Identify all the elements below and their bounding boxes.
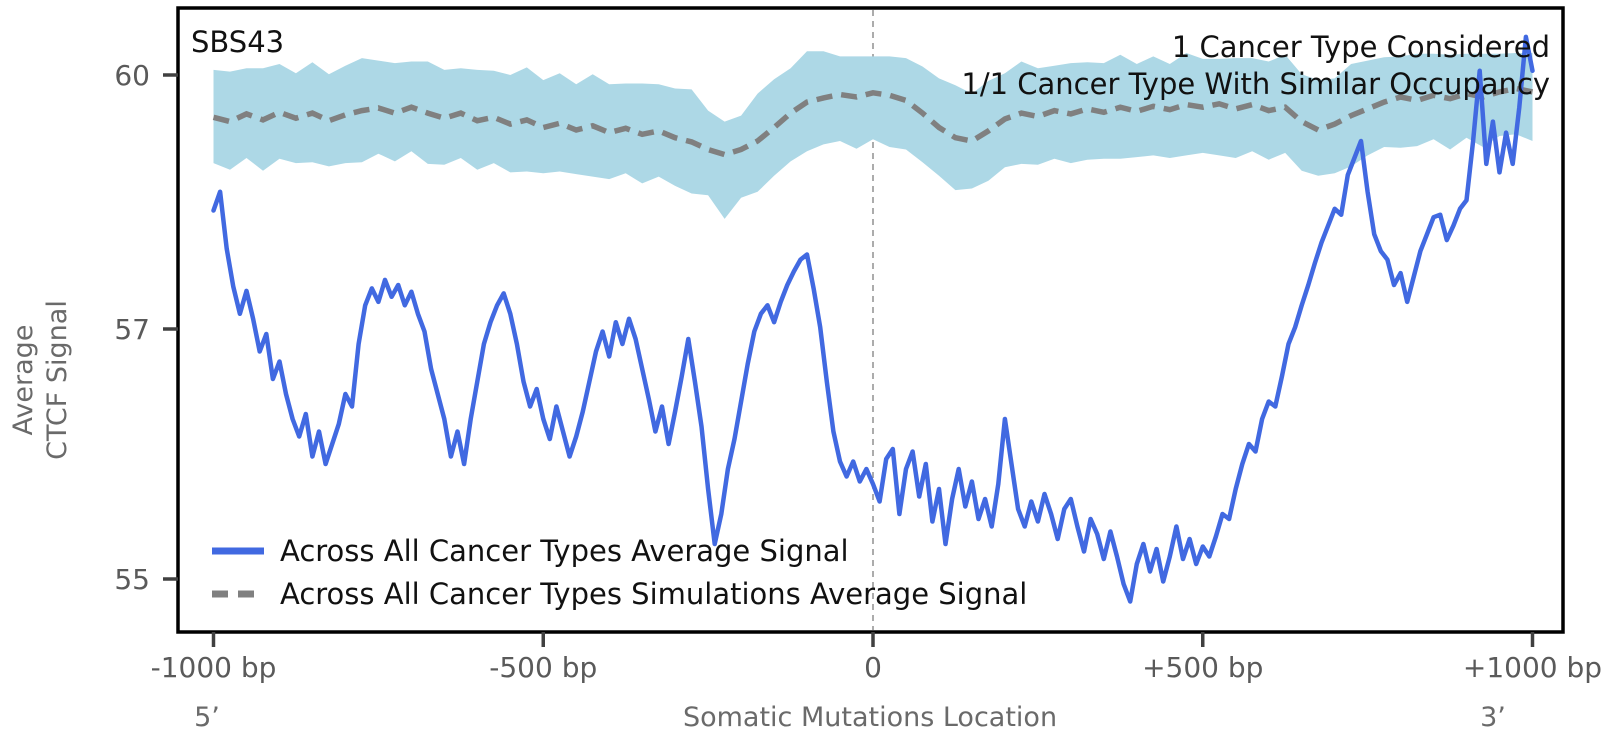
x-axis-ticks: -1000 bp -500 bp 0 +500 bp +1000 bp [151, 632, 1602, 684]
plot-data-layer [211, 10, 1535, 630]
x-tick-label: -500 bp [489, 651, 597, 684]
y-tick-label: 57 [114, 313, 150, 346]
x-tick-label: 0 [864, 651, 882, 684]
legend: Across All Cancer Types Average Signal A… [212, 534, 1027, 611]
simulations-confidence-band [213, 51, 1533, 219]
x-tick-label: -1000 bp [151, 651, 277, 684]
y-tick-label: 55 [114, 563, 150, 596]
three-prime-label: 3’ [1480, 702, 1506, 733]
annotation-similar-occupancy: 1/1 Cancer Type With Similar Occupancy [961, 67, 1550, 101]
y-axis-label-line2: CTCF Signal [42, 300, 73, 460]
simulations-average-line [212, 85, 1534, 158]
x-tick-label: +500 bp [1142, 651, 1263, 684]
x-axis-label: Somatic Mutations Location [683, 702, 1057, 733]
x-tick-label: +1000 bp [1463, 651, 1602, 684]
average-signal-line [211, 34, 1535, 604]
y-axis-ticks: 55 57 60 [114, 59, 178, 596]
annotation-cancer-types-considered: 1 Cancer Type Considered [1172, 30, 1550, 64]
legend-avg-label: Across All Cancer Types Average Signal [280, 534, 849, 568]
y-axis-label-line1: Average [8, 325, 39, 436]
signature-title: SBS43 [191, 25, 284, 59]
plot-frame [176, 6, 1565, 634]
y-tick-label: 60 [114, 59, 150, 92]
five-prime-label: 5’ [194, 702, 220, 733]
legend-sim-label: Across All Cancer Types Simulations Aver… [280, 577, 1027, 611]
